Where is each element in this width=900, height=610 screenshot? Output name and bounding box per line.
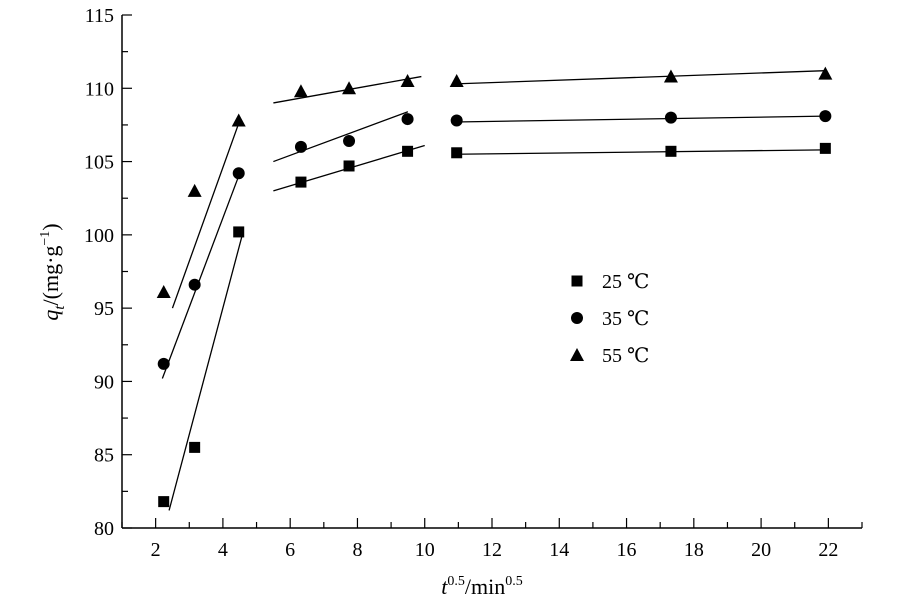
x-tick-label: 2 (151, 539, 161, 561)
x-tick-label: 18 (684, 539, 704, 561)
x-tick-label: 20 (751, 539, 771, 561)
x-tick-label: 8 (352, 539, 362, 561)
data-point-triangle (293, 84, 308, 98)
x-tick-label: 4 (218, 539, 228, 561)
data-point-triangle (156, 285, 171, 299)
x-tick-label: 16 (617, 539, 637, 561)
fit-lines-layer (161, 70, 826, 511)
data-point-circle (343, 135, 356, 148)
data-point-triangle (231, 113, 246, 127)
data-point-triangle (187, 183, 202, 197)
axis-labels-layer: t0.5/min0.5 qt/(mg·g−1) (38, 223, 523, 599)
axes-layer: 2 4 6 8 10 12 14 16 18 20 22 80 85 90 95 100 105 110 115 (84, 5, 863, 561)
fit-line-series-2 (454, 70, 826, 85)
markers-layer (156, 66, 833, 508)
x-tick-label: 10 (415, 539, 435, 561)
data-point-square (189, 441, 201, 453)
data-point-circle (401, 113, 414, 126)
data-point-circle (450, 114, 463, 127)
data-point-triangle (449, 73, 464, 87)
legend-label: 25 ℃ (602, 271, 649, 293)
data-point-triangle (663, 69, 678, 83)
y-tick-label: 85 (94, 445, 114, 467)
x-tick-label: 12 (482, 539, 502, 561)
data-point-square (295, 176, 307, 188)
legend-marker-square (571, 275, 583, 287)
fit-line-series-1 (161, 173, 241, 379)
data-point-square (233, 226, 245, 238)
y-tick-label: 95 (94, 298, 114, 320)
data-point-circle (188, 278, 201, 291)
legend: 25 ℃ 35 ℃ 55 ℃ (570, 271, 649, 367)
x-axis-label: t0.5/min0.5 (441, 574, 522, 599)
legend-label: 35 ℃ (602, 308, 649, 330)
y-tick-label: 105 (84, 152, 114, 174)
data-point-circle (294, 140, 307, 153)
data-point-square (819, 142, 831, 154)
fit-line-series-1 (273, 111, 409, 163)
y-tick-label: 115 (85, 5, 114, 27)
y-tick-label: 80 (94, 518, 114, 540)
y-tick-label: 100 (84, 225, 114, 247)
data-point-square (158, 496, 170, 508)
fit-line-series-2 (171, 120, 241, 309)
data-point-square (665, 145, 677, 157)
data-point-circle (232, 167, 245, 180)
fit-line-series-0 (168, 231, 244, 511)
data-point-square (451, 147, 463, 159)
data-point-triangle (400, 73, 415, 87)
y-axis-label: qt/(mg·g−1) (38, 223, 68, 320)
data-point-circle (664, 111, 677, 124)
fit-line-series-0 (454, 149, 826, 155)
legend-marker-circle (571, 312, 583, 324)
data-point-circle (819, 110, 832, 123)
fit-line-series-1 (454, 115, 826, 123)
x-tick-label: 22 (818, 539, 838, 561)
y-tick-label: 110 (85, 78, 114, 100)
legend-label: 55 ℃ (602, 345, 649, 367)
data-point-triangle (342, 81, 357, 95)
legend-marker-triangle (570, 348, 584, 361)
data-point-triangle (818, 66, 833, 80)
data-point-circle (157, 357, 170, 370)
data-point-square (402, 145, 414, 157)
y-tick-label: 90 (94, 371, 114, 393)
data-point-square (343, 160, 355, 172)
x-tick-label: 6 (285, 539, 295, 561)
x-tick-label: 14 (549, 539, 569, 561)
